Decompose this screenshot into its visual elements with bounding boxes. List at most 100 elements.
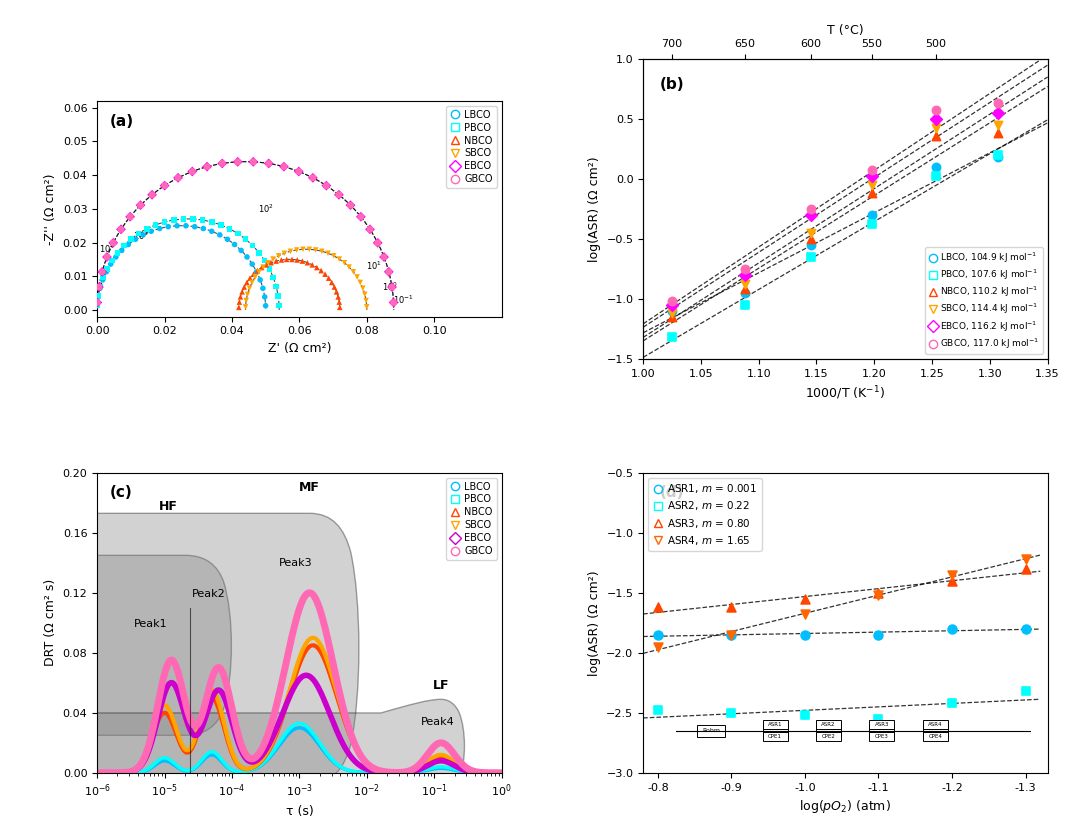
Point bbox=[863, 208, 880, 222]
Ellipse shape bbox=[0, 555, 231, 735]
Point bbox=[156, 215, 173, 228]
X-axis label: 1000/T (K$^{-1}$): 1000/T (K$^{-1}$) bbox=[806, 384, 886, 402]
Point bbox=[802, 250, 820, 264]
Point bbox=[105, 236, 122, 249]
Point bbox=[383, 281, 401, 294]
Point bbox=[863, 164, 880, 177]
Point bbox=[245, 155, 262, 169]
Point bbox=[737, 268, 754, 281]
Point bbox=[203, 215, 220, 228]
X-axis label: Z' (Ω cm²): Z' (Ω cm²) bbox=[268, 342, 332, 355]
Point bbox=[1017, 622, 1035, 636]
Point bbox=[235, 281, 253, 294]
Point bbox=[352, 276, 369, 289]
Point bbox=[802, 226, 820, 239]
Point bbox=[291, 165, 308, 178]
Point bbox=[103, 257, 120, 270]
Point bbox=[244, 257, 261, 270]
Point bbox=[138, 222, 156, 235]
Point bbox=[258, 258, 275, 271]
Point bbox=[255, 260, 272, 274]
Point bbox=[199, 160, 216, 173]
Point bbox=[90, 290, 107, 303]
Point bbox=[168, 219, 186, 233]
Point bbox=[737, 278, 754, 291]
Point bbox=[104, 254, 121, 267]
Point bbox=[796, 708, 813, 722]
Point bbox=[147, 218, 164, 232]
Point bbox=[112, 223, 130, 236]
Point bbox=[121, 210, 138, 223]
Point bbox=[320, 247, 337, 260]
Y-axis label: log(ASR) (Ω cm²): log(ASR) (Ω cm²) bbox=[588, 156, 600, 261]
X-axis label: τ (s): τ (s) bbox=[285, 805, 313, 817]
Point bbox=[989, 97, 1007, 110]
Point bbox=[211, 228, 228, 242]
Point bbox=[869, 628, 887, 642]
Point bbox=[943, 696, 960, 710]
Point bbox=[245, 267, 262, 281]
Point bbox=[723, 628, 740, 642]
Point bbox=[91, 281, 108, 294]
Point bbox=[342, 198, 360, 212]
Point bbox=[663, 310, 680, 323]
Point bbox=[328, 285, 346, 298]
Point bbox=[260, 262, 278, 276]
Point bbox=[239, 287, 256, 301]
Point bbox=[184, 165, 201, 178]
Text: (c): (c) bbox=[109, 485, 132, 500]
Point bbox=[649, 704, 666, 717]
Point bbox=[275, 160, 293, 173]
Point bbox=[130, 227, 147, 240]
Point bbox=[97, 265, 114, 279]
Point bbox=[122, 233, 139, 246]
Point bbox=[230, 301, 247, 314]
Point bbox=[362, 223, 379, 236]
Point bbox=[330, 188, 348, 202]
Point bbox=[203, 224, 220, 238]
Point bbox=[989, 148, 1007, 161]
Point bbox=[359, 300, 376, 313]
Point bbox=[257, 299, 274, 312]
Point bbox=[275, 160, 293, 173]
Point bbox=[737, 298, 754, 312]
Point bbox=[349, 270, 366, 284]
Point bbox=[270, 249, 287, 263]
Point bbox=[259, 256, 276, 270]
Point bbox=[737, 282, 754, 296]
Point bbox=[113, 244, 131, 257]
Point bbox=[256, 290, 273, 303]
Point bbox=[107, 250, 124, 264]
Point bbox=[184, 165, 201, 178]
Point bbox=[342, 198, 360, 212]
Point bbox=[356, 287, 374, 301]
Point bbox=[185, 213, 202, 226]
Point bbox=[199, 160, 216, 173]
Point bbox=[863, 170, 880, 183]
Point bbox=[1017, 562, 1035, 575]
Point bbox=[294, 255, 311, 268]
Point bbox=[802, 232, 820, 245]
Point bbox=[229, 155, 246, 169]
Ellipse shape bbox=[0, 513, 359, 783]
Text: $10^{-1}$: $10^{-1}$ bbox=[393, 294, 415, 306]
Point bbox=[927, 122, 944, 135]
Point bbox=[94, 265, 111, 279]
Point bbox=[252, 273, 269, 286]
Point bbox=[232, 244, 249, 257]
Text: Peak2: Peak2 bbox=[191, 590, 226, 599]
Point bbox=[663, 307, 680, 320]
Y-axis label: -Z'' (Ω cm²): -Z'' (Ω cm²) bbox=[44, 173, 57, 244]
Point bbox=[300, 243, 318, 256]
Point bbox=[278, 253, 295, 266]
Point bbox=[214, 157, 231, 171]
Point bbox=[869, 586, 887, 600]
Point bbox=[927, 112, 944, 125]
Point bbox=[268, 255, 285, 268]
Point bbox=[105, 236, 122, 249]
Point bbox=[312, 264, 329, 277]
Point bbox=[237, 233, 254, 246]
Point bbox=[989, 118, 1007, 132]
Point bbox=[330, 188, 348, 202]
Point bbox=[384, 296, 402, 309]
